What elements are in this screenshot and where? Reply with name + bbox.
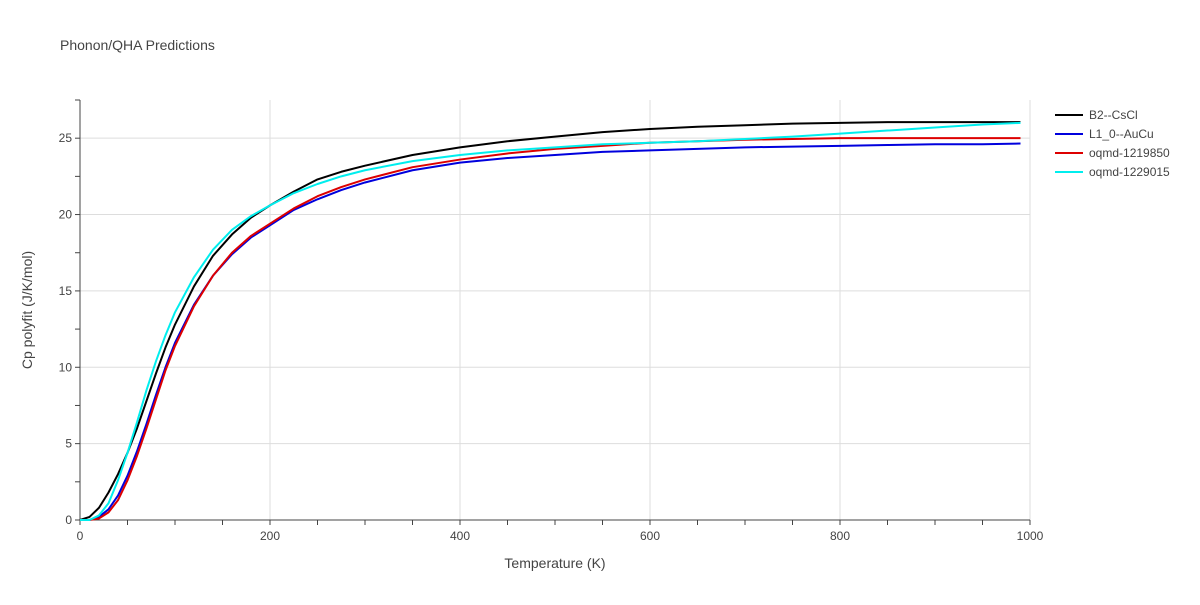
axes [75, 99, 1031, 525]
legend-label: oqmd-1229015 [1089, 165, 1170, 179]
series-line-oqmd-1229015 [80, 121, 1021, 521]
x-tick-label: 1000 [1017, 529, 1044, 543]
y-tick-label: 25 [59, 131, 73, 145]
legend[interactable]: B2--CsCl L1_0--AuCu oqmd-1219850 oqmd-12290… [1055, 108, 1170, 179]
legend-item-oqmd-1219850[interactable]: oqmd-1219850 [1055, 146, 1170, 160]
x-tick-label: 200 [260, 529, 280, 543]
y-tick-label: 5 [65, 437, 72, 451]
x-tick-label: 0 [77, 529, 84, 543]
legend-item-oqmd-1229015[interactable]: oqmd-1229015 [1055, 165, 1170, 179]
legend-label: B2--CsCl [1089, 108, 1138, 122]
x-tick-label: 600 [640, 529, 660, 543]
plot-lines [79, 121, 1021, 521]
legend-item-L1_0--AuCu[interactable]: L1_0--AuCu [1055, 127, 1154, 141]
x-axis-label: Temperature (K) [504, 555, 605, 571]
y-tick-label: 10 [59, 360, 73, 374]
x-tick-label: 400 [450, 529, 470, 543]
legend-item-B2--CsCl[interactable]: B2--CsCl [1055, 108, 1138, 122]
y-tick-label: 15 [59, 284, 73, 298]
legend-label: oqmd-1219850 [1089, 146, 1170, 160]
y-tick-label: 0 [65, 513, 72, 527]
grid-lines [80, 100, 1031, 520]
series-line-L1_0--AuCu [80, 142, 1021, 521]
y-axis-ticks: 0 5 10 15 20 25 [59, 131, 73, 527]
x-axis-ticks: 0 200 400 600 800 1000 [77, 529, 1044, 543]
y-axis-label: Cp polyfit (J/K/mol) [19, 251, 35, 369]
legend-label: L1_0--AuCu [1089, 127, 1154, 141]
x-tick-label: 800 [830, 529, 850, 543]
series-line-oqmd-1219850 [80, 137, 1021, 521]
chart-title: Phonon/QHA Predictions [60, 37, 215, 53]
y-tick-label: 20 [59, 208, 73, 222]
series-line-B2--CsCl [79, 121, 1021, 521]
